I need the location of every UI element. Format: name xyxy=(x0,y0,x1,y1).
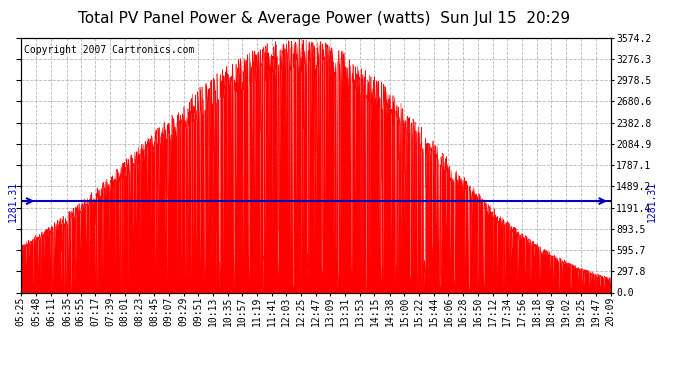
Text: 1281.31: 1281.31 xyxy=(8,180,17,222)
Text: Copyright 2007 Cartronics.com: Copyright 2007 Cartronics.com xyxy=(23,45,194,55)
Text: 1281.31: 1281.31 xyxy=(647,180,657,222)
Text: Total PV Panel Power & Average Power (watts)  Sun Jul 15  20:29: Total PV Panel Power & Average Power (wa… xyxy=(78,11,571,26)
